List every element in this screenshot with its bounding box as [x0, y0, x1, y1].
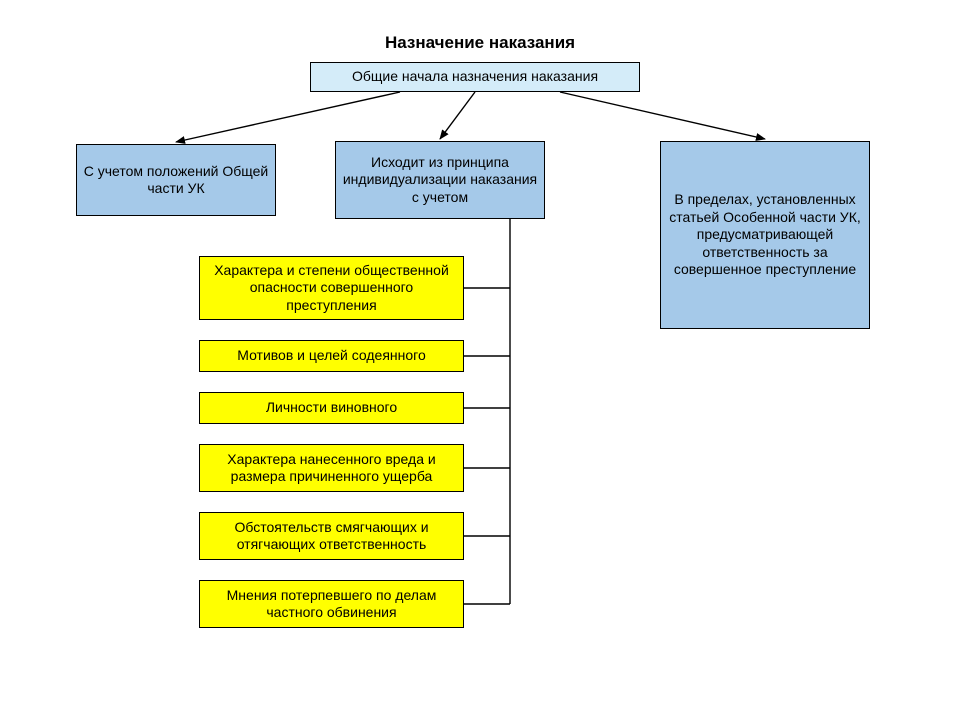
arrow-2: [560, 92, 765, 139]
diagram-canvas: Назначение наказания Общие начала назнач…: [0, 0, 960, 720]
connector-layer: [0, 0, 960, 720]
node-y3: Личности виновного: [199, 392, 464, 424]
node-root: Общие начала назначения наказания: [310, 62, 640, 92]
node-y5: Обстоятельств смягчающих и отягчающих от…: [199, 512, 464, 560]
node-y6: Мнения потерпевшего по делам частного об…: [199, 580, 464, 628]
arrow-1: [440, 92, 475, 139]
diagram-title: Назначение наказания: [360, 33, 600, 55]
node-y1: Характера и степени общественной опаснос…: [199, 256, 464, 320]
arrow-0: [176, 92, 400, 142]
node-left: С учетом положений Общей части УК: [76, 144, 276, 216]
node-y2: Мотивов и целей содеянного: [199, 340, 464, 372]
node-y4: Характера нанесенного вреда и размера пр…: [199, 444, 464, 492]
node-right: В пределах, установленных статьей Особен…: [660, 141, 870, 329]
node-mid: Исходит из принципа индивидуализации нак…: [335, 141, 545, 219]
